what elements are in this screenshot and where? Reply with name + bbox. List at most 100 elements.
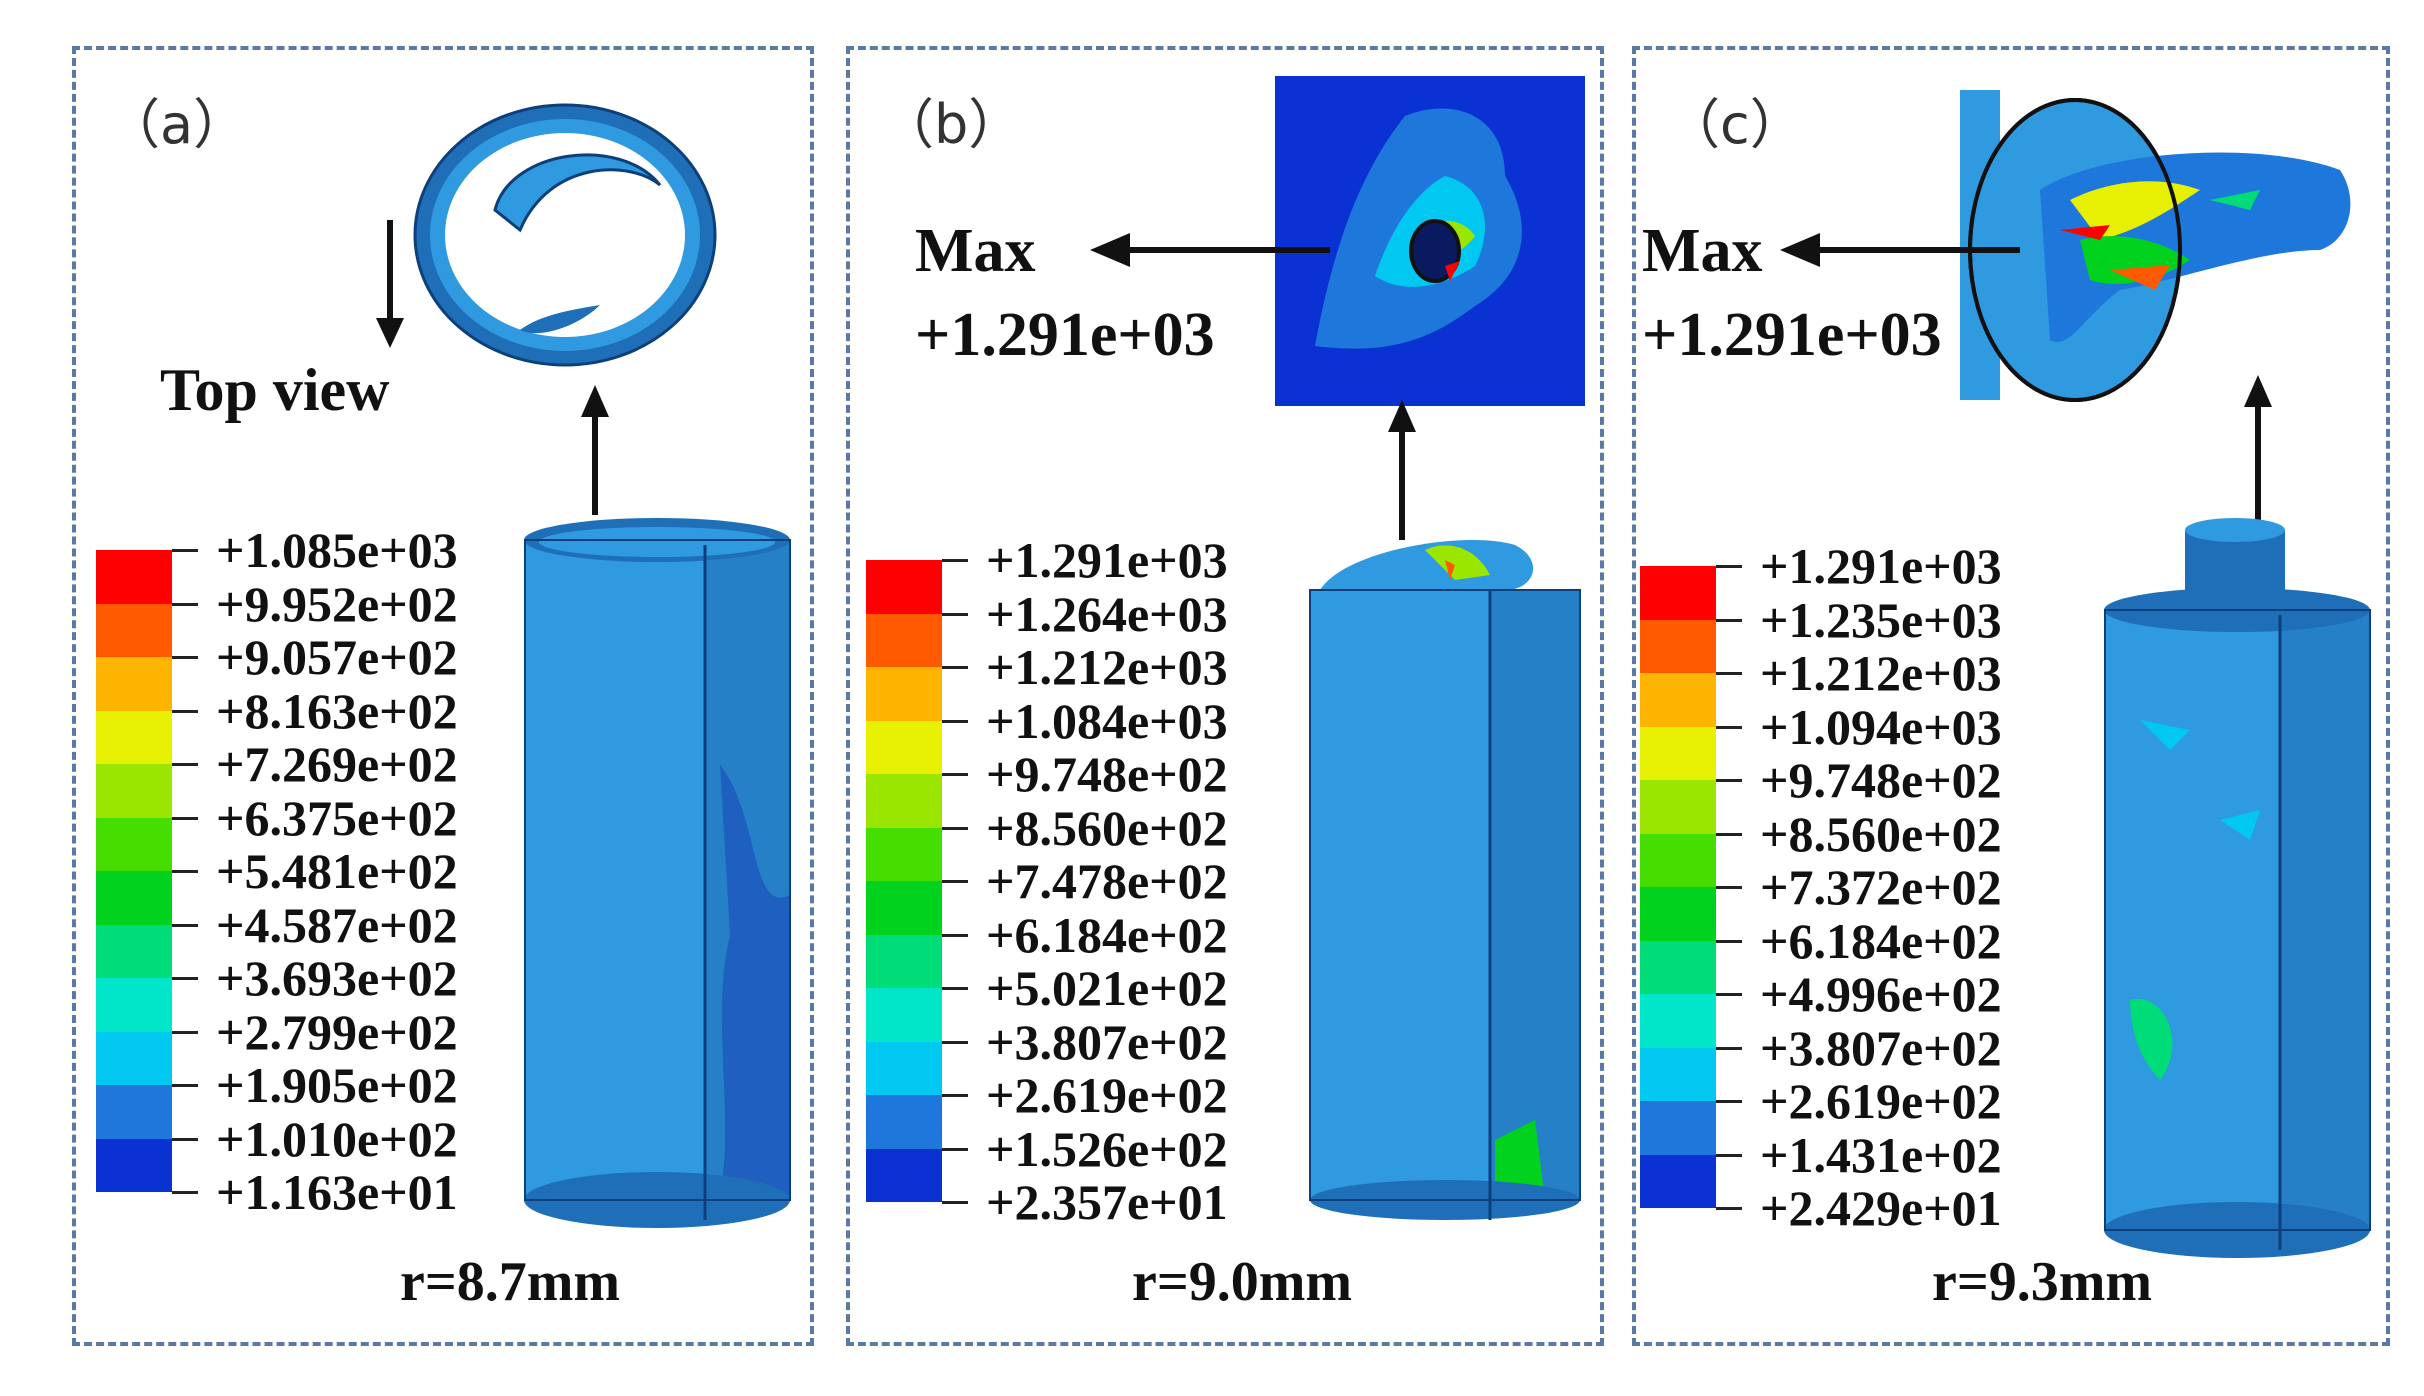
legend-tick [1716, 1153, 1742, 1157]
legend-swatch [96, 1085, 172, 1139]
legend-value: +9.748e+02 [986, 746, 1228, 802]
max-label-c: Max [1642, 217, 1763, 285]
legend-swatch [1640, 833, 1716, 887]
legend-value: +1.163e+01 [216, 1164, 458, 1220]
legend-tick [942, 1094, 968, 1097]
legend-value: +4.587e+02 [216, 896, 458, 953]
legend-value: +1.212e+03 [986, 639, 1228, 695]
legend-swatch [1640, 566, 1716, 620]
legend-tick [172, 1191, 198, 1194]
legend-tick [1716, 672, 1742, 675]
legend-value: +4.996e+02 [1760, 966, 2002, 1022]
legend-swatch [866, 667, 942, 721]
max-value-c: +1.291e+03 [1642, 301, 1942, 369]
legend-swatch [1640, 673, 1716, 727]
legend-swatch [866, 1148, 942, 1202]
legend-tick [942, 1201, 968, 1204]
legend-swatch [96, 1138, 172, 1192]
legend-swatch [866, 881, 942, 935]
legend-swatch [866, 1095, 942, 1149]
legend-value: +9.952e+02 [216, 575, 458, 632]
legend-tick [942, 826, 968, 830]
legend-swatch [1640, 994, 1716, 1048]
legend-value: +5.481e+02 [216, 843, 458, 899]
legend-tick [172, 549, 198, 552]
legend-swatch [96, 817, 172, 871]
max-stress-inset-c [1960, 90, 2351, 402]
panel-label: （c） [1666, 93, 1804, 156]
legend-swatch [96, 978, 172, 1032]
legend-value: +1.094e+03 [1760, 698, 2002, 755]
legend-value: +3.807e+02 [986, 1013, 1228, 1070]
up-arrow [581, 385, 609, 515]
panel-label: （b） [880, 93, 1023, 156]
legend-tick [1716, 779, 1742, 782]
legend-value: +2.429e+01 [1760, 1180, 2002, 1236]
legend-value: +2.799e+02 [216, 1003, 458, 1060]
max-stress-inset-b [1275, 76, 1585, 406]
legend-tick [942, 987, 968, 990]
cylinder-model-a [524, 518, 791, 1228]
legend-tick [1716, 618, 1742, 622]
legend-value: +5.021e+02 [986, 960, 1228, 1016]
legend-value: +2.619e+02 [986, 1067, 1228, 1123]
top-view-label: Top view [160, 357, 390, 423]
legend-value: +6.375e+02 [216, 789, 458, 846]
cylinder-model-b [1309, 540, 1581, 1220]
legend-tick [942, 612, 968, 616]
legend-swatch [1640, 726, 1716, 780]
legend-value: +1.905e+02 [216, 1057, 458, 1113]
panel-label: （a） [106, 93, 248, 156]
legend-value: +6.184e+02 [1760, 912, 2002, 969]
legend-tick [1716, 1046, 1742, 1050]
legend-tick [942, 666, 968, 669]
legend-value: +1.431e+02 [1760, 1126, 2002, 1183]
legend-swatch [866, 720, 942, 774]
legend-tick [1716, 886, 1742, 889]
legend-tick [942, 880, 968, 883]
legend-tick [172, 977, 198, 980]
legend-tick [172, 1137, 198, 1141]
legend-value: +1.084e+03 [986, 692, 1228, 749]
legend-tick [172, 1084, 198, 1087]
legend-value: +3.693e+02 [216, 950, 458, 1006]
up-arrow [2244, 375, 2272, 525]
legend-value: +1.085e+03 [216, 522, 458, 578]
radius-label-a: r=8.7mm [400, 1251, 621, 1313]
legend-swatch [1640, 1101, 1716, 1155]
legend-value: +7.478e+02 [986, 853, 1228, 909]
legend-tick [172, 923, 198, 927]
legend-value: +1.526e+02 [986, 1120, 1228, 1177]
legend-tick [942, 1147, 968, 1151]
legend-tick [1716, 725, 1742, 729]
legend-value: +8.560e+02 [1760, 805, 2002, 862]
legend-tick [1716, 1207, 1742, 1210]
panel-b: （b） [846, 46, 1604, 1346]
legend-value: +1.291e+03 [1760, 538, 2002, 594]
max-arrow-b [1090, 233, 1330, 267]
legend-swatch [96, 764, 172, 818]
cylinder-model-c [2104, 518, 2371, 1258]
legend-tick [172, 816, 198, 820]
legend-value: +1.264e+03 [986, 585, 1228, 642]
legend-tick [172, 763, 198, 766]
radius-label-b: r=9.0mm [1132, 1251, 1353, 1313]
legend-tick [1716, 939, 1742, 943]
legend-swatch [866, 1041, 942, 1095]
legend-value: +8.560e+02 [986, 799, 1228, 856]
legend-value: +8.163e+02 [216, 682, 458, 739]
legend-swatch [866, 774, 942, 828]
legend-swatch [96, 550, 172, 604]
legend-swatch [1640, 780, 1716, 834]
legend-value: +1.212e+03 [1760, 645, 2002, 701]
legend-value: +2.357e+01 [986, 1174, 1228, 1230]
up-arrow [1388, 400, 1416, 540]
legend-swatch [1640, 1047, 1716, 1101]
legend-tick [1716, 1100, 1742, 1103]
legend-swatch [1640, 940, 1716, 994]
radius-label-c: r=9.3mm [1932, 1251, 2153, 1313]
down-arrow [376, 220, 404, 348]
max-arrow-c [1780, 233, 2020, 267]
legend-tick [172, 870, 198, 873]
legend-value: +7.269e+02 [216, 736, 458, 792]
